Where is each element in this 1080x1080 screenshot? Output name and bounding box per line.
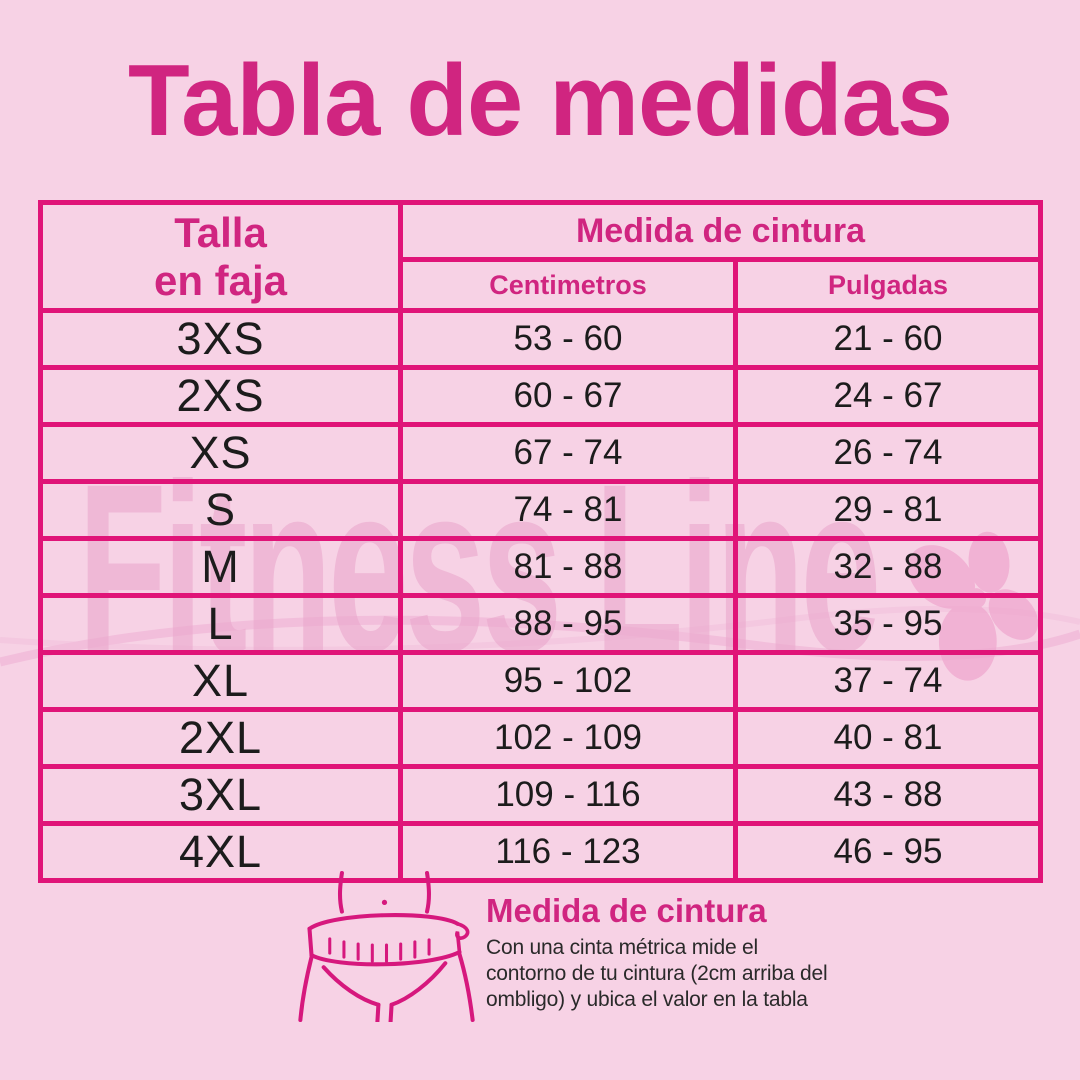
col-header-pulgadas: Pulgadas: [733, 257, 1043, 313]
col-header-medida: Medida de cintura: [398, 200, 1043, 262]
in-cell: 26 - 74: [733, 422, 1043, 484]
waist-measure-icon: [298, 871, 475, 1022]
size-cell: 2XS: [38, 365, 403, 427]
size-table: Talla en faja Medida de cintura Centimet…: [38, 200, 1043, 883]
footer-description-line: Con una cinta métrica mide el: [486, 936, 758, 959]
size-cell: 3XS: [38, 308, 403, 370]
footer-description: Con una cinta métrica mide el contorno d…: [486, 935, 828, 1013]
table-row: 3XS 53 - 60 21 - 60: [38, 308, 1043, 370]
col-header-centimetros: Centimetros: [398, 257, 738, 313]
footer-description-line: contorno de tu cintura (2cm arriba del: [486, 962, 828, 986]
size-table-body: 3XS 53 - 60 21 - 60 2XS 60 - 67 24 - 67 XS 67 -…: [38, 308, 1043, 883]
table-row: 2XL 102 - 109 40 - 81: [38, 707, 1043, 769]
cm-cell: 116 - 123: [398, 821, 738, 883]
in-cell: 35 - 95: [733, 593, 1043, 655]
size-chart-poster: Tabla de medidas Fitness Line: [0, 0, 1080, 1022]
size-cell: S: [38, 479, 403, 541]
table-row: 2XS 60 - 67 24 - 67: [38, 365, 1043, 427]
size-cell: L: [38, 593, 403, 655]
table-row: L 88 - 95 35 - 95: [38, 593, 1043, 655]
table-row: M 81 - 88 32 - 88: [38, 536, 1043, 598]
cm-cell: 74 - 81: [398, 479, 738, 541]
col-header-talla: Talla en faja: [38, 200, 403, 313]
header-row-group: Talla en faja Medida de cintura: [38, 200, 1043, 313]
in-cell: 37 - 74: [733, 650, 1043, 712]
in-cell: 43 - 88: [733, 764, 1043, 826]
talla-header-line1: Talla: [174, 209, 267, 257]
cm-cell: 67 - 74: [398, 422, 738, 484]
in-cell: 32 - 88: [733, 536, 1043, 598]
in-cell: 29 - 81: [733, 479, 1043, 541]
size-cell: XS: [38, 422, 403, 484]
header-row-units: Centimetros Pulgadas: [41, 257, 1043, 313]
cm-cell: 81 - 88: [398, 536, 738, 598]
cm-cell: 109 - 116: [398, 764, 738, 826]
table-row: 3XL 109 - 116 43 - 88: [38, 764, 1043, 826]
in-cell: 40 - 81: [733, 707, 1043, 769]
talla-header-line2: en faja: [153, 256, 288, 304]
cm-cell: 95 - 102: [398, 650, 738, 712]
size-cell: M: [38, 536, 403, 598]
size-cell: 3XL: [38, 764, 403, 826]
size-table-header: Talla en faja Medida de cintura Centimet…: [38, 200, 1043, 313]
table-row: S 74 - 81 29 - 81: [38, 479, 1043, 541]
size-cell: 2XL: [38, 707, 403, 769]
footer-note: Medida de cintura Con una cinta métrica …: [296, 870, 828, 1022]
cm-cell: 60 - 67: [398, 365, 738, 427]
footer-heading: Medida de cintura: [486, 892, 767, 929]
footer-description-line: ombligo) y ubica el valor en la tabla: [486, 988, 808, 1012]
in-cell: 46 - 95: [733, 821, 1043, 883]
cm-cell: 102 - 109: [398, 707, 738, 769]
table-row: XL 95 - 102 37 - 74: [38, 650, 1043, 712]
size-cell: XL: [38, 650, 403, 712]
in-cell: 24 - 67: [733, 365, 1043, 427]
page-title: Tabla de medidas: [127, 45, 953, 157]
table-row: XS 67 - 74 26 - 74: [38, 422, 1043, 484]
cm-cell: 53 - 60: [398, 308, 738, 370]
footer-text-block: Medida de cintura Con una cinta métrica …: [486, 892, 828, 1013]
cm-cell: 88 - 95: [398, 593, 738, 655]
table-row: 4XL 116 - 123 46 - 95: [38, 821, 1043, 883]
in-cell: 21 - 60: [733, 308, 1043, 370]
